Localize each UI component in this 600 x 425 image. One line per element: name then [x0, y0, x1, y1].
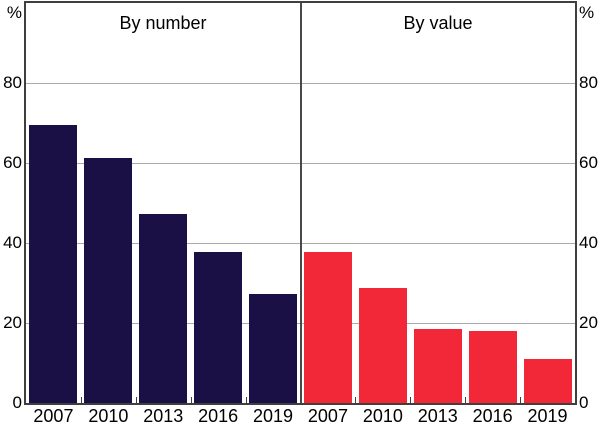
- y-tick-label-left-60: 60: [3, 153, 22, 172]
- bar-number-2013: [139, 213, 188, 403]
- y-axis-unit-label-right: %: [579, 3, 595, 22]
- y-tick-label-left-0: 0: [12, 393, 22, 412]
- y-tick-label-left-80: 80: [3, 73, 22, 92]
- x-tick-label-number-2013: 2013: [143, 406, 184, 425]
- x-tick-label-number-2019: 2019: [253, 406, 294, 425]
- axis-tick: [465, 397, 467, 403]
- bar-value-2010: [358, 288, 407, 403]
- plot-area: [24, 1, 577, 405]
- left-panel-title: By number: [119, 13, 207, 33]
- y-tick-label-right-40: 40: [579, 233, 598, 252]
- x-tick-label-value-2019: 2019: [527, 406, 568, 425]
- bar-value-2013: [413, 329, 462, 403]
- axis-tick: [190, 397, 192, 403]
- x-tick-label-value-2013: 2013: [417, 406, 458, 425]
- axis-tick: [355, 397, 357, 403]
- bar-value-2007: [303, 251, 352, 403]
- x-tick-label-value-2016: 2016: [472, 406, 513, 425]
- y-tick-label-right-80: 80: [579, 73, 598, 92]
- x-tick-label-value-2007: 2007: [307, 406, 348, 425]
- bar-number-2019: [249, 294, 298, 403]
- y-tick-label-right-60: 60: [579, 153, 598, 172]
- x-tick-label-number-2007: 2007: [33, 406, 74, 425]
- y-tick-label-right-20: 20: [579, 313, 598, 332]
- x-tick-label-number-2016: 2016: [198, 406, 239, 425]
- bar-number-2007: [29, 125, 78, 403]
- panel-divider-line: [299, 3, 302, 403]
- axis-tick: [135, 397, 137, 403]
- right-panel-title: By value: [403, 13, 473, 33]
- axis-tick: [245, 397, 247, 403]
- axis-tick: [410, 397, 412, 403]
- axis-tick: [520, 397, 522, 403]
- bar-number-2016: [194, 252, 243, 403]
- y-axis-unit-label-left: %: [6, 3, 22, 22]
- x-tick-label-number-2010: 2010: [88, 406, 129, 425]
- y-tick-label-left-20: 20: [3, 313, 22, 332]
- y-tick-label-right-0: 0: [579, 393, 589, 412]
- x-tick-label-value-2010: 2010: [362, 406, 403, 425]
- y-tick-label-left-40: 40: [3, 233, 22, 252]
- bar-number-2010: [84, 157, 133, 403]
- bar-value-2016: [468, 331, 517, 403]
- axis-tick: [80, 397, 82, 403]
- bar-value-2019: [523, 359, 572, 403]
